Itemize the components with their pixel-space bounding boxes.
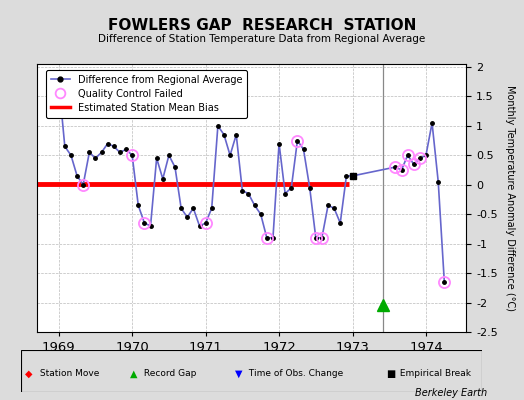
Y-axis label: Monthly Temperature Anomaly Difference (°C): Monthly Temperature Anomaly Difference (… [505,85,515,311]
Text: ▲: ▲ [130,369,137,379]
Text: ◆: ◆ [25,369,32,379]
Text: Time of Obs. Change: Time of Obs. Change [246,370,344,378]
Text: Difference of Station Temperature Data from Regional Average: Difference of Station Temperature Data f… [99,34,425,44]
Text: ▼: ▼ [235,369,242,379]
Text: Record Gap: Record Gap [141,370,197,378]
Text: Empirical Break: Empirical Break [397,370,471,378]
FancyBboxPatch shape [21,350,482,392]
Text: Berkeley Earth: Berkeley Earth [415,388,487,398]
Text: ■: ■ [386,369,395,379]
Legend: Difference from Regional Average, Quality Control Failed, Estimated Station Mean: Difference from Regional Average, Qualit… [46,70,247,118]
Text: FOWLERS GAP  RESEARCH  STATION: FOWLERS GAP RESEARCH STATION [108,18,416,33]
Text: Station Move: Station Move [37,370,99,378]
